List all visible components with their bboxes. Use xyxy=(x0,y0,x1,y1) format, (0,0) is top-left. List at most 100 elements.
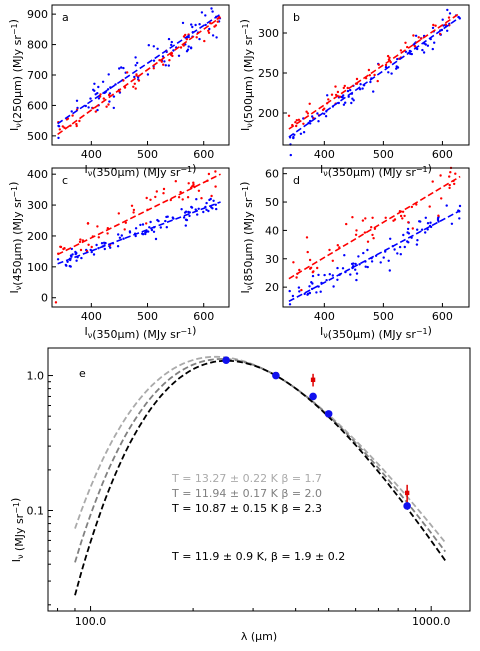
point-d-0-31 xyxy=(291,294,295,298)
point-d-1-50 xyxy=(316,266,319,270)
point-a-1-42 xyxy=(203,39,206,43)
point-d-1-15 xyxy=(370,226,373,229)
point-b-0-21 xyxy=(431,47,434,51)
xtick-label-a-0: 400 xyxy=(81,148,102,161)
point-c-0-23 xyxy=(188,211,191,214)
xtick-label-c-1: 500 xyxy=(137,310,158,323)
point-d-0-51 xyxy=(336,278,339,281)
point-c-1-42 xyxy=(79,238,82,241)
point-d-1-0 xyxy=(399,214,403,218)
point-a-1-49 xyxy=(61,125,64,128)
point-d-0-17 xyxy=(328,273,331,276)
point-a-1-50 xyxy=(179,46,183,49)
ylabel-b: Iν(500μm) (MJy sr−1) xyxy=(238,19,255,131)
point-b-0-54 xyxy=(308,119,312,123)
point-b-0-72 xyxy=(342,103,346,106)
point-c-0-59 xyxy=(207,209,210,213)
point-b-1-51 xyxy=(386,54,390,58)
point-c-0-32 xyxy=(159,226,162,229)
blue-point-2 xyxy=(309,392,317,401)
sed-curve-1 xyxy=(74,358,447,563)
point-d-0-34 xyxy=(349,273,352,276)
point-d-1-7 xyxy=(453,182,456,186)
point-d-1-17 xyxy=(345,222,348,226)
point-d-0-32 xyxy=(350,262,354,266)
ytick-label-c-0: 0 xyxy=(41,292,48,305)
point-b-0-89 xyxy=(372,90,375,93)
point-d-1-10 xyxy=(328,248,331,252)
fit-line-d-0 xyxy=(288,209,461,303)
red-point-2 xyxy=(310,377,316,382)
point-a-1-46 xyxy=(105,105,108,108)
ytick-label-e-1: 0.1 xyxy=(27,504,45,517)
xlabel-d: Iν(350μm) (MJy sr−1) xyxy=(320,324,432,341)
fit-line-a-0 xyxy=(57,13,222,125)
point-b-1-26 xyxy=(287,114,291,118)
point-c-1-2 xyxy=(187,182,190,185)
point-d-1-45 xyxy=(331,259,334,262)
point-c-1-51 xyxy=(214,170,217,173)
axes-frame-d xyxy=(282,167,470,308)
point-b-0-19 xyxy=(351,97,354,100)
point-b-0-10 xyxy=(369,80,372,84)
point-d-0-50 xyxy=(288,289,291,293)
xtick-label-a-2: 600 xyxy=(193,148,214,161)
point-b-0-30 xyxy=(292,135,295,139)
point-b-0-66 xyxy=(387,71,390,74)
point-d-1-19 xyxy=(305,236,309,239)
point-a-0-49 xyxy=(170,40,173,44)
point-c-0-61 xyxy=(117,233,120,236)
point-b-1-45 xyxy=(447,16,451,19)
point-c-1-52 xyxy=(177,196,181,199)
point-b-1-32 xyxy=(334,85,337,88)
point-b-1-5 xyxy=(373,73,376,77)
xlabel-e: λ (μm) xyxy=(241,630,277,643)
point-a-0-15 xyxy=(194,23,197,27)
point-c-0-10 xyxy=(214,203,217,206)
ytick-label-a-2: 700 xyxy=(27,69,48,82)
point-a-0-64 xyxy=(181,21,185,25)
sed-curve-2 xyxy=(74,359,447,596)
point-d-1-38 xyxy=(312,270,315,273)
point-c-0-67 xyxy=(92,253,96,256)
point-a-1-5 xyxy=(75,124,78,128)
fit-line-d-1 xyxy=(288,175,461,280)
point-b-1-19 xyxy=(412,34,415,37)
point-b-1-13 xyxy=(297,118,301,122)
blue-point-4 xyxy=(403,502,411,510)
point-b-1-0 xyxy=(327,98,330,101)
point-a-0-81 xyxy=(211,10,214,13)
point-c-1-34 xyxy=(210,194,213,198)
point-a-0-6 xyxy=(198,23,201,26)
point-b-1-53 xyxy=(294,121,297,124)
point-a-1-24 xyxy=(207,29,210,32)
point-d-0-16 xyxy=(370,260,374,263)
point-c-0-58 xyxy=(118,236,122,239)
point-a-1-32 xyxy=(71,114,74,117)
point-b-1-47 xyxy=(420,37,423,40)
point-c-0-38 xyxy=(165,226,168,229)
point-c-0-39 xyxy=(122,237,125,240)
point-b-1-35 xyxy=(432,23,435,27)
ytick-label-a-4: 900 xyxy=(27,8,48,21)
panel-e: 100.0 1000.0 1.0 0.1 e T = 13.27 ± 0.22 K β =… xyxy=(9,347,471,643)
point-d-1-48 xyxy=(292,261,295,264)
point-d-0-2 xyxy=(389,237,392,240)
axes-frame-e xyxy=(47,347,471,612)
point-b-0-67 xyxy=(302,131,306,134)
point-d-0-40 xyxy=(366,265,369,269)
point-a-0-78 xyxy=(147,44,150,47)
ytick-label-c-1: 100 xyxy=(27,261,48,274)
axes-frame-b xyxy=(282,4,470,146)
point-d-1-12 xyxy=(295,276,298,279)
point-d-1-42 xyxy=(448,186,451,190)
point-c-0-29 xyxy=(134,234,137,238)
point-c-0-54 xyxy=(171,216,174,219)
point-a-0-10 xyxy=(190,23,193,26)
point-b-1-21 xyxy=(384,63,388,67)
point-a-0-34 xyxy=(70,110,73,113)
point-c-0-92 xyxy=(211,207,214,210)
point-c-1-41 xyxy=(87,243,90,246)
xlabel-a: Iν(350μm) (MJy sr−1) xyxy=(85,162,197,179)
point-b-1-23 xyxy=(376,79,379,83)
